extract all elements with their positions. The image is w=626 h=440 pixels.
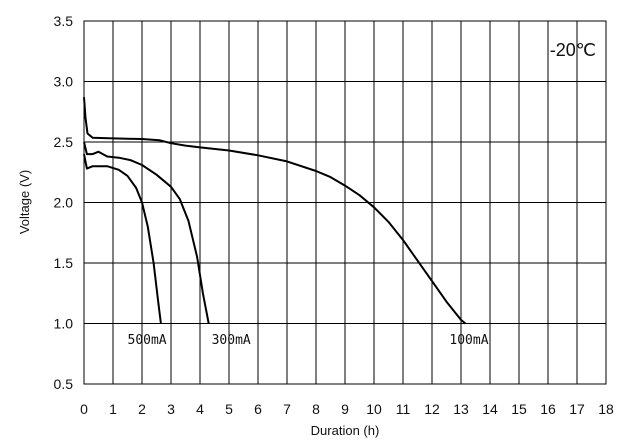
y-tick-label: 1.0 xyxy=(54,316,74,332)
x-tick-label: 18 xyxy=(598,401,614,417)
x-tick-label: 13 xyxy=(453,401,469,417)
x-tick-label: 10 xyxy=(366,401,382,417)
series-labels: 500mA 300mA 100mA xyxy=(128,333,489,348)
series-line-300mA xyxy=(83,141,210,324)
x-tick-label: 16 xyxy=(540,401,556,417)
x-tick-label: 7 xyxy=(283,401,291,417)
y-tick-label: 1.5 xyxy=(54,255,74,271)
x-tick-label: 15 xyxy=(511,401,527,417)
series-group xyxy=(83,97,467,325)
grid xyxy=(83,20,607,385)
series-line-100mA xyxy=(83,97,467,325)
x-tick-label: 5 xyxy=(225,401,233,417)
temperature-annotation: -20℃ xyxy=(550,40,596,60)
plot-frame xyxy=(83,20,607,385)
x-tick-label: 12 xyxy=(424,401,440,417)
y-tick-label: 0.5 xyxy=(54,376,74,392)
series-label: 100mA xyxy=(449,333,488,348)
tick-labels: 0 1 2 3 4 5 6 7 8 9 10 11 12 13 14 15 16 17 180.51.01.52.0… xyxy=(54,13,614,417)
x-tick-label: 1 xyxy=(109,401,117,417)
x-tick-label: 0 xyxy=(80,401,88,417)
series-line-500mA xyxy=(83,153,162,324)
series-label: 500mA xyxy=(128,333,167,348)
y-tick-label: 2.5 xyxy=(54,134,74,150)
series-label: 300mA xyxy=(212,333,251,348)
x-tick-label: 2 xyxy=(138,401,146,417)
y-tick-label: 3.5 xyxy=(54,13,74,29)
x-tick-label: 9 xyxy=(341,401,349,417)
x-tick-label: 3 xyxy=(167,401,175,417)
x-tick-label: 17 xyxy=(569,401,585,417)
x-tick-label: 8 xyxy=(312,401,320,417)
x-tick-label: 14 xyxy=(482,401,498,417)
x-tick-label: 4 xyxy=(196,401,204,417)
x-tick-label: 11 xyxy=(396,401,411,417)
y-tick-label: 2.0 xyxy=(54,195,74,211)
y-axis-title: Voltage (V) xyxy=(17,170,32,234)
x-axis-title: Duration (h) xyxy=(311,423,380,438)
y-tick-label: 3.0 xyxy=(54,74,74,90)
x-tick-label: 6 xyxy=(254,401,262,417)
